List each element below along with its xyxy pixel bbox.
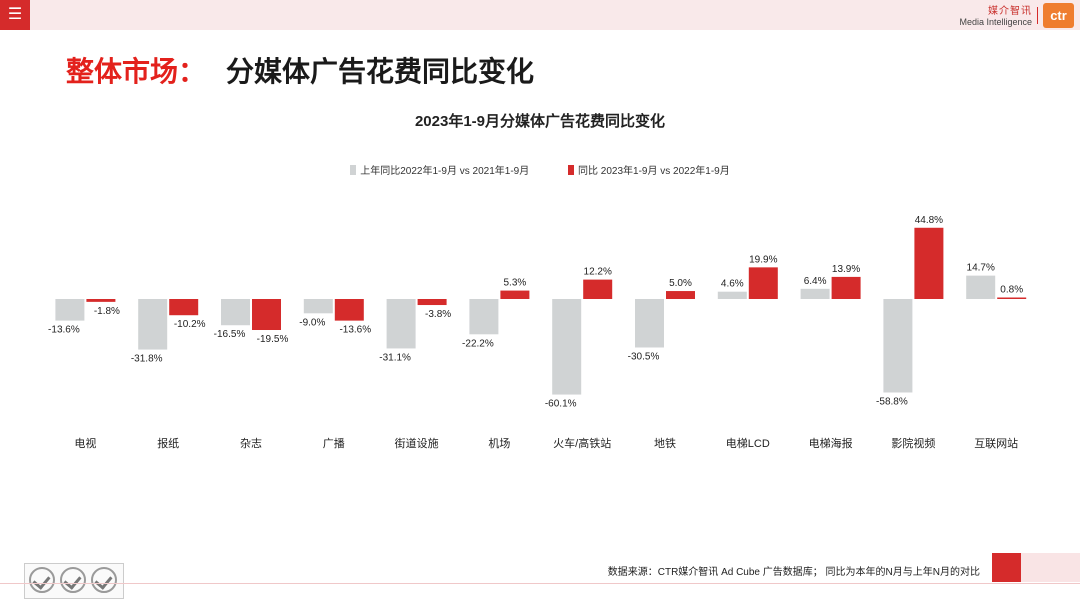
legend-swatch-curr bbox=[568, 165, 574, 175]
brand-en: Media Intelligence bbox=[959, 17, 1032, 27]
sgs-certification-badges bbox=[24, 563, 124, 599]
data-label-elevator-poster-prev: 6.4% bbox=[804, 276, 827, 287]
hamburger-menu-icon[interactable]: ☰ bbox=[0, 0, 30, 30]
legend-item-curr: 同比 2023年1-9月 vs 2022年1-9月 bbox=[568, 162, 730, 177]
bar-elevator-lcd-prev bbox=[717, 291, 747, 299]
category-label-airport: 机场 bbox=[488, 436, 510, 450]
bar-magazine-curr bbox=[252, 299, 281, 331]
category-label-railway-station: 火车/高铁站 bbox=[553, 436, 611, 450]
bar-railway-station-curr bbox=[583, 279, 613, 299]
category-label-tv: 电视 bbox=[74, 436, 96, 450]
category-label-radio: 广播 bbox=[323, 436, 345, 450]
category-label-magazine: 杂志 bbox=[240, 437, 262, 450]
bar-street-furniture-prev bbox=[386, 299, 416, 349]
category-label-elevator-lcd: 电梯LCD bbox=[726, 437, 770, 450]
sgs-check-icon-3 bbox=[91, 567, 117, 593]
category-label-elevator-poster: 电梯海报 bbox=[809, 436, 853, 450]
data-label-elevator-poster-curr: 13.9% bbox=[832, 264, 860, 275]
data-label-magazine-curr: -19.5% bbox=[257, 334, 289, 345]
bar-tv-prev bbox=[55, 299, 85, 321]
category-label-metro: 地铁 bbox=[654, 437, 676, 450]
bar-internet-prev bbox=[966, 275, 996, 299]
top-bar: ☰ 媒介智讯 Media Intelligence ctr bbox=[0, 0, 1080, 30]
legend-label-curr: 同比 2023年1-9月 vs 2022年1-9月 bbox=[578, 166, 730, 177]
bar-magazine-prev bbox=[221, 299, 250, 326]
data-label-railway-station-curr: 12.2% bbox=[584, 267, 612, 278]
category-label-internet: 互联网站 bbox=[974, 436, 1018, 450]
category-label-cinema-video: 影院视频 bbox=[891, 436, 935, 450]
data-label-cinema-video-prev: -58.8% bbox=[876, 396, 908, 407]
bar-tv-curr bbox=[86, 299, 116, 302]
data-label-tv-prev: -13.6% bbox=[48, 325, 80, 336]
page-title: 整体市场： 分媒体广告花费同比变化 bbox=[66, 50, 534, 90]
bar-newspaper-prev bbox=[138, 299, 168, 350]
sgs-check-icon-2 bbox=[60, 567, 86, 593]
page-title-topic: 分媒体广告花费同比变化 bbox=[226, 56, 535, 87]
page-title-market: 整体市场： bbox=[66, 56, 207, 87]
bar-metro-prev bbox=[635, 299, 664, 348]
chart-title: 2023年1-9月分媒体广告花费同比变化 bbox=[414, 113, 666, 130]
category-label-newspaper: 报纸 bbox=[157, 436, 179, 450]
data-label-newspaper-prev: -31.8% bbox=[131, 354, 163, 365]
legend-item-prev: 上年同比2022年1-9月 vs 2021年1-9月 bbox=[350, 162, 529, 177]
bar-chart: -13.6% -1.8% 电视 -31.8% -10.2% 报纸 -16.5% -19.5% 杂… bbox=[48, 215, 1027, 450]
sgs-check-icon-1 bbox=[29, 567, 55, 593]
data-label-airport-curr: 5.3% bbox=[504, 278, 527, 289]
data-label-airport-prev: -22.2% bbox=[462, 338, 494, 349]
bar-newspaper-curr bbox=[169, 299, 199, 316]
data-label-street-furniture-curr: -3.8% bbox=[425, 309, 451, 320]
data-label-radio-curr: -13.6% bbox=[339, 325, 371, 336]
bar-elevator-poster-curr bbox=[831, 276, 861, 299]
bar-street-furniture-curr bbox=[417, 299, 447, 306]
data-label-street-furniture-prev: -31.1% bbox=[379, 352, 411, 363]
bar-internet-curr bbox=[997, 297, 1027, 299]
data-label-tv-curr: -1.8% bbox=[94, 306, 120, 317]
category-label-street-furniture: 街道设施 bbox=[395, 436, 439, 450]
data-label-internet-curr: 0.8% bbox=[1000, 285, 1023, 296]
bar-airport-curr bbox=[500, 290, 530, 299]
bar-elevator-lcd-curr bbox=[748, 267, 778, 299]
data-label-railway-station-prev: -60.1% bbox=[545, 399, 577, 410]
ctr-logo: ctr bbox=[1043, 3, 1074, 28]
bar-elevator-poster-prev bbox=[800, 288, 830, 299]
brand-cn: 媒介智讯 bbox=[988, 6, 1032, 17]
data-label-magazine-prev: -16.5% bbox=[214, 329, 246, 340]
bar-railway-station-prev bbox=[552, 299, 582, 395]
footer-accent-block-light bbox=[1021, 553, 1080, 582]
data-label-elevator-lcd-prev: 4.6% bbox=[721, 279, 744, 290]
footer-accent-block bbox=[992, 553, 1021, 582]
data-label-metro-prev: -30.5% bbox=[628, 351, 660, 362]
bar-radio-prev bbox=[303, 299, 333, 314]
data-label-newspaper-curr: -10.2% bbox=[174, 319, 206, 330]
legend-label-prev: 上年同比2022年1-9月 vs 2021年1-9月 bbox=[360, 166, 530, 177]
legend-swatch-prev bbox=[350, 165, 357, 175]
brand-divider bbox=[1037, 7, 1038, 24]
data-label-internet-prev: 14.7% bbox=[967, 263, 995, 274]
brand: 媒介智讯 Media Intelligence bbox=[959, 6, 1032, 28]
chart-legend: 上年同比2022年1-9月 vs 2021年1-9月 同比 2023年1-9月 … bbox=[0, 162, 1080, 177]
bar-cinema-video-curr bbox=[914, 227, 944, 299]
bar-cinema-video-prev bbox=[883, 299, 913, 393]
data-label-metro-curr: 5.0% bbox=[669, 278, 692, 289]
data-label-cinema-video-curr: 44.8% bbox=[915, 215, 943, 226]
data-source-note: 数据来源：CTR媒介智讯 Ad Cube 广告数据库； 同比为本年的N月与上年N… bbox=[607, 567, 980, 578]
bar-airport-prev bbox=[469, 299, 499, 335]
footer-divider bbox=[0, 583, 1080, 584]
data-label-elevator-lcd-curr: 19.9% bbox=[749, 254, 777, 265]
bar-metro-curr bbox=[666, 291, 695, 299]
bar-radio-curr bbox=[334, 299, 364, 321]
data-label-radio-prev: -9.0% bbox=[299, 317, 325, 328]
